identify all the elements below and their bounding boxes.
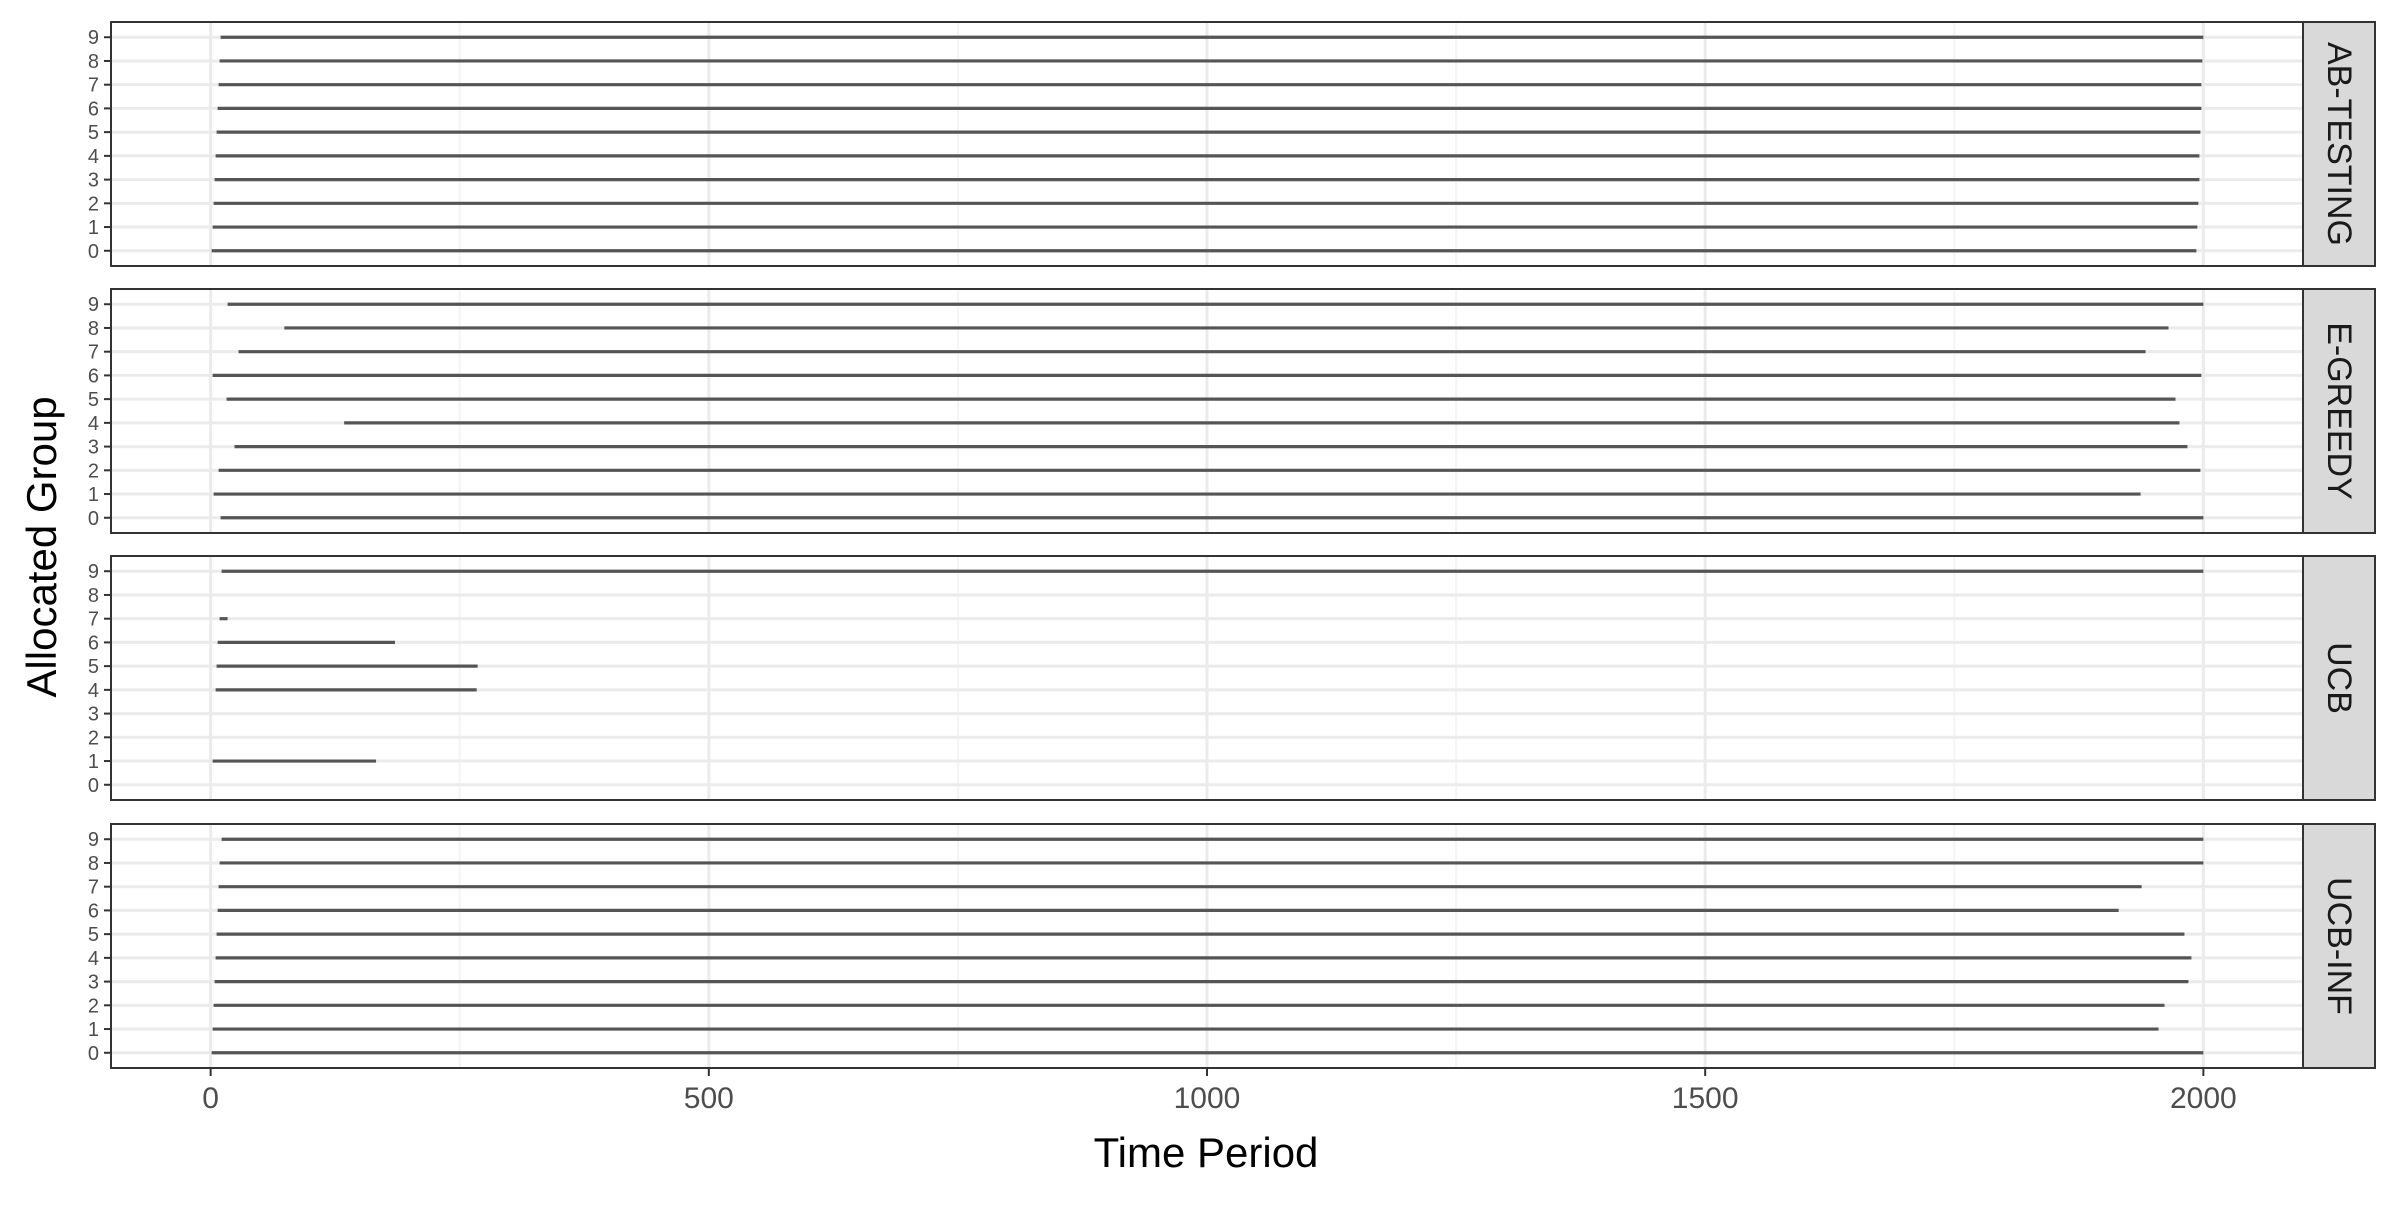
y-tick-label: 2 [88,193,99,215]
y-tick-label: 7 [88,877,99,899]
y-tick-label: 8 [88,318,99,340]
y-tick-label: 0 [88,1043,99,1065]
y-tick-label: 0 [88,508,99,530]
y-tick-label: 9 [88,294,99,316]
y-tick-label: 9 [88,27,99,49]
y-tick-label: 0 [88,241,99,263]
panels-layer: 0123456789AB-TESTING0123456789E-GREEDY01… [88,21,2376,1069]
facet-strip [2302,823,2376,1069]
x-tick-label: 2000 [2170,1082,2237,1115]
x-axis: 0 500 1000 1500 2000 [202,1068,2237,1115]
y-tick-label: 4 [88,146,99,168]
y-tick-label: 3 [88,437,99,459]
y-tick-label: 1 [88,484,99,506]
x-tick-label: 500 [684,1082,734,1115]
y-tick-label: 3 [88,170,99,192]
x-axis-title: Time Period [1094,1129,1319,1176]
y-tick-label: 4 [88,948,99,970]
y-tick-label: 5 [88,924,99,946]
y-tick-label: 4 [88,680,99,702]
x-tick-label: 1000 [1174,1082,1241,1115]
y-tick-label: 9 [88,561,99,583]
x-tick-label: 0 [202,1082,219,1115]
facet-strip [2302,288,2376,534]
y-tick-label: 1 [88,751,99,773]
y-tick-label: 1 [88,1019,99,1041]
y-tick-label: 8 [88,585,99,607]
facet-strip-label: AB-TESTING [2320,42,2358,246]
y-axis-title: Allocated Group [18,396,65,697]
facet-strip-label: E-GREEDY [2320,322,2358,500]
y-tick-label: 5 [88,389,99,411]
y-tick-label: 8 [88,853,99,875]
y-tick-label: 2 [88,727,99,749]
facet-strip-label: UCB [2320,642,2358,714]
y-tick-label: 5 [88,656,99,678]
facet-strip [2302,555,2376,801]
x-tick-label: 1500 [1672,1082,1739,1115]
y-tick-label: 2 [88,460,99,482]
y-tick-label: 7 [88,609,99,631]
y-tick-label: 9 [88,829,99,851]
y-tick-label: 0 [88,775,99,797]
y-tick-label: 3 [88,704,99,726]
y-tick-label: 6 [88,900,99,922]
y-tick-label: 7 [88,342,99,364]
y-tick-label: 2 [88,995,99,1017]
y-tick-label: 6 [88,632,99,654]
y-tick-label: 8 [88,51,99,73]
y-tick-label: 4 [88,413,99,435]
y-tick-label: 6 [88,365,99,387]
y-tick-label: 3 [88,972,99,994]
y-tick-label: 1 [88,217,99,239]
y-tick-label: 6 [88,98,99,120]
y-tick-label: 5 [88,122,99,144]
y-tick-label: 7 [88,75,99,97]
facet-strip [2302,21,2376,267]
facet-strip-label: UCB-INF [2320,877,2358,1015]
